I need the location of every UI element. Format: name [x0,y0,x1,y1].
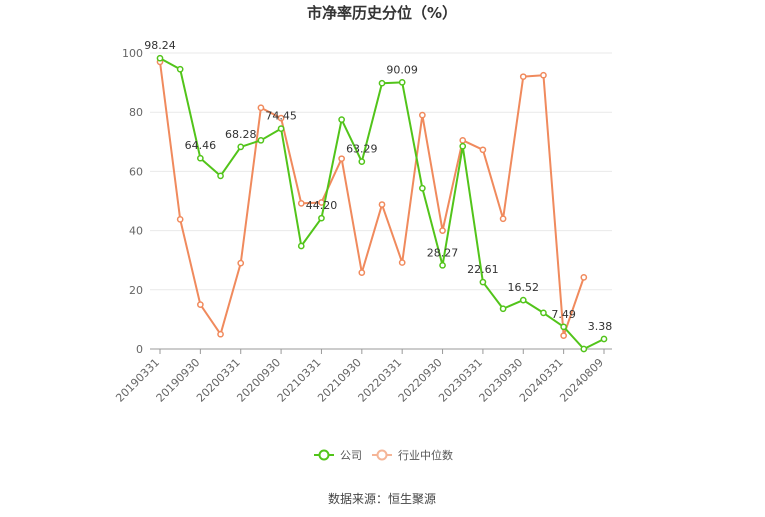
data-label: 22.61 [467,263,499,276]
data-label: 68.28 [225,128,257,141]
data-label: 98.24 [144,39,176,52]
series-1 [156,58,588,340]
data-label: 74.45 [265,110,297,123]
data-point[interactable] [176,65,184,73]
data-point[interactable] [479,278,487,286]
data-point[interactable] [540,71,547,79]
data-point[interactable] [519,73,527,81]
data-label: 63.29 [346,143,378,156]
data-label: 3.38 [588,320,613,333]
data-point[interactable] [257,136,265,144]
data-point[interactable] [479,146,487,154]
data-point[interactable] [197,301,204,308]
series-0 [156,54,608,353]
data-point[interactable] [217,172,224,180]
y-tick-label: 60 [129,165,143,178]
data-point[interactable] [600,335,608,343]
data-point[interactable] [197,154,204,162]
data-point[interactable] [398,78,406,86]
y-tick-label: 20 [129,284,143,297]
legend-marker-industry [376,449,388,461]
series-layer [156,54,608,353]
data-point[interactable] [257,104,265,112]
data-point[interactable] [459,142,467,150]
data-point[interactable] [237,143,245,151]
legend-item-industry[interactable]: 行业中位数 [372,448,453,462]
data-point[interactable] [338,116,345,123]
data-point[interactable] [439,261,446,269]
data-point[interactable] [176,216,184,223]
data-point[interactable] [358,158,366,166]
legend-marker-company [318,449,330,461]
data-point[interactable] [217,330,224,338]
data-point[interactable] [378,79,386,87]
data-point[interactable] [277,125,285,132]
data-point[interactable] [499,215,507,223]
legend-item-company[interactable]: 公司 [314,449,362,462]
data-point[interactable] [378,201,386,208]
data-label: 28.27 [427,246,459,259]
data-point[interactable] [338,155,345,163]
y-tick-label: 80 [129,106,143,119]
x-tick-label: 20240809 [557,356,606,405]
x-axis: 2019033120190930202003312020093020210331… [113,348,612,405]
y-tick-label: 100 [122,47,143,60]
data-point[interactable] [560,323,567,331]
data-point[interactable] [297,200,305,207]
y-tick-label: 0 [136,343,143,356]
legend-label-company: 公司 [340,449,362,462]
data-point[interactable] [358,269,366,276]
data-point[interactable] [237,259,245,267]
data-point[interactable] [580,274,588,281]
data-point[interactable] [318,214,325,222]
data-point[interactable] [297,242,305,250]
series-line [159,61,585,337]
data-label: 44.20 [306,199,338,212]
data-point[interactable] [419,111,426,119]
legend-label-industry: 行业中位数 [398,448,453,462]
data-label: 64.46 [185,139,217,152]
data-labels: 98.24 64.46 68.28 74.45 44.20 63.29 90.09 28.27… [144,39,612,333]
data-point[interactable] [540,309,547,317]
data-point[interactable] [459,136,467,144]
y-tick-label: 40 [129,225,143,238]
legend: 公司 行业中位数 [314,448,453,462]
data-point[interactable] [277,114,285,122]
chart-title: 市净率历史分位（%） [307,4,457,22]
data-label: 16.52 [508,281,540,294]
data-point[interactable] [499,305,507,313]
grid [150,52,612,350]
data-point[interactable] [398,259,406,266]
data-point[interactable] [560,332,567,340]
data-point[interactable] [156,54,164,62]
data-point[interactable] [439,227,446,234]
data-label: 7.49 [551,308,576,321]
y-axis: 0 20 40 60 80 100 [122,47,143,356]
data-label: 90.09 [386,63,418,76]
data-point[interactable] [519,296,527,304]
data-point[interactable] [580,345,588,353]
source-note: 数据来源：恒生聚源 [328,491,436,506]
data-point[interactable] [419,184,426,192]
